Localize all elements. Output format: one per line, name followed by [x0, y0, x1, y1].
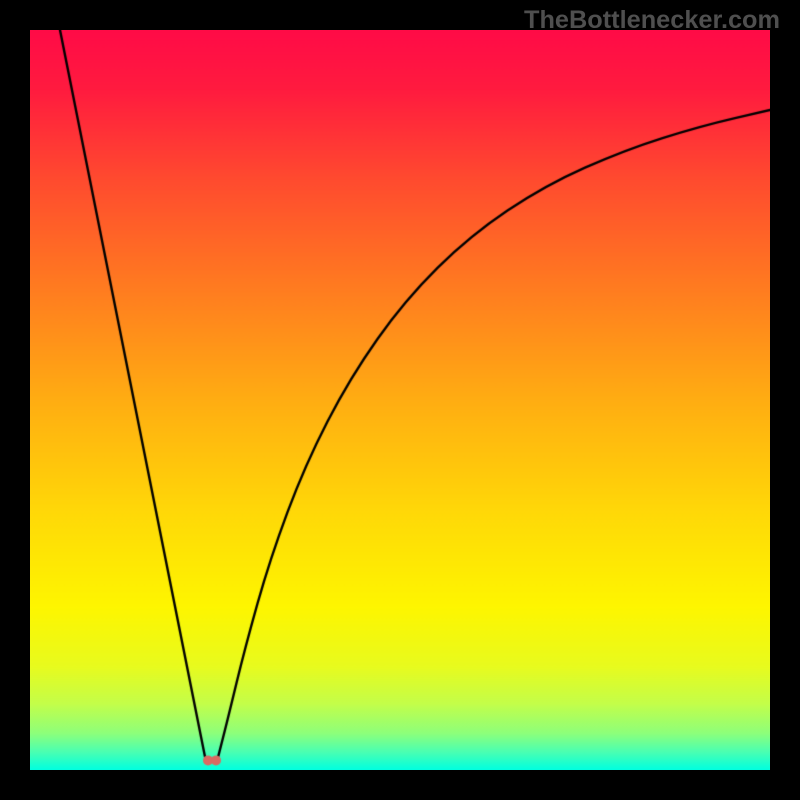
- bottleneck-curve: [30, 30, 770, 770]
- watermark-label: TheBottlenecker.com: [524, 6, 780, 35]
- plot-area: [30, 30, 770, 770]
